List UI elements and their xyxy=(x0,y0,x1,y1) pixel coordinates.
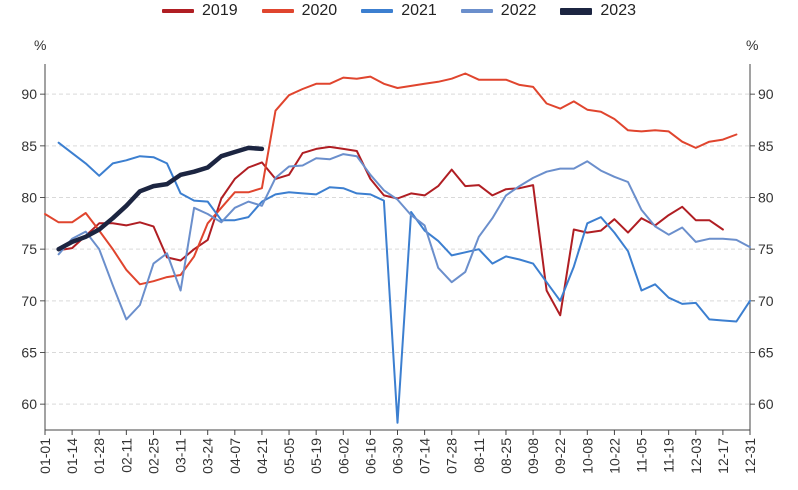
series-line-2023 xyxy=(56,145,265,252)
x-tick-label: 03-24 xyxy=(200,438,216,474)
x-tick-label: 01-14 xyxy=(64,438,80,474)
x-tick-label: 11-05 xyxy=(634,438,650,473)
x-tick-label: 09-08 xyxy=(525,438,541,474)
x-tick-label: 10-08 xyxy=(579,438,595,474)
y-tick-label-right: 70 xyxy=(758,293,774,309)
y-tick-label-left: 60 xyxy=(21,396,37,412)
legend-label: 2019 xyxy=(202,2,238,19)
x-tick-label: 05-05 xyxy=(281,438,297,474)
x-tick-label: 12-03 xyxy=(688,438,704,474)
y-tick-label-left: 70 xyxy=(21,293,37,309)
x-tick-label: 08-11 xyxy=(471,438,487,473)
x-tick-label: 03-11 xyxy=(173,438,189,473)
x-tick-label: 05-19 xyxy=(308,438,324,474)
y-tick-label-left: 85 xyxy=(21,138,37,154)
legend-swatch xyxy=(261,9,294,13)
y-tick-label-right: 60 xyxy=(758,396,774,412)
y-tick-label-right: 75 xyxy=(758,241,774,257)
x-tick-label: 01-28 xyxy=(91,438,107,474)
x-tick-label: 07-14 xyxy=(417,438,433,474)
y-unit-left: % xyxy=(34,37,46,53)
legend-item-2019: 2019 xyxy=(162,2,238,20)
legend-item-2022: 2022 xyxy=(460,2,537,20)
legend-label: 2021 xyxy=(401,2,437,19)
y-tick-label-left: 90 xyxy=(21,86,37,102)
legend-label: 2023 xyxy=(600,2,636,19)
legend: 2019 2020 2021 2022 2023 xyxy=(0,2,798,20)
series-line-2020 xyxy=(44,72,738,286)
legend-item-2021: 2021 xyxy=(361,2,437,20)
series-line-2019 xyxy=(57,145,724,317)
x-tick-label: 11-19 xyxy=(661,438,677,473)
x-tick-label: 06-16 xyxy=(362,438,378,474)
legend-label: 2022 xyxy=(500,2,537,19)
legend-label: 2020 xyxy=(301,2,338,19)
y-tick-label-right: 85 xyxy=(758,138,774,154)
y-unit-right: % xyxy=(746,37,758,53)
x-tick-label: 09-22 xyxy=(552,438,568,474)
series-line-2022 xyxy=(57,153,751,321)
x-tick-label: 02-25 xyxy=(145,438,161,474)
x-tick-label: 01-01 xyxy=(37,438,53,474)
y-tick-label-right: 80 xyxy=(758,190,774,206)
legend-swatch xyxy=(560,7,593,15)
x-tick-label: 04-21 xyxy=(254,438,270,474)
x-tick-label: 12-17 xyxy=(715,438,731,474)
legend-swatch xyxy=(361,9,394,13)
x-tick-label: 06-02 xyxy=(335,438,351,474)
x-tick-label: 02-11 xyxy=(118,438,134,473)
legend-item-2020: 2020 xyxy=(261,2,338,20)
x-tick-label: 12-31 xyxy=(742,438,758,474)
y-tick-label-left: 65 xyxy=(21,345,37,361)
x-tick-label: 10-22 xyxy=(606,438,622,474)
y-tick-label-right: 65 xyxy=(758,345,774,361)
y-tick-label-left: 80 xyxy=(21,190,37,206)
legend-swatch xyxy=(460,9,493,13)
legend-item-2023: 2023 xyxy=(560,2,636,20)
y-tick-label-left: 75 xyxy=(21,241,37,257)
y-tick-label-right: 90 xyxy=(758,86,774,102)
x-tick-label: 07-28 xyxy=(444,438,460,474)
x-tick-label: 06-30 xyxy=(390,438,406,474)
x-tick-label: 04-07 xyxy=(227,438,243,474)
x-tick-label: 08-25 xyxy=(498,438,514,474)
legend-swatch xyxy=(162,9,195,13)
